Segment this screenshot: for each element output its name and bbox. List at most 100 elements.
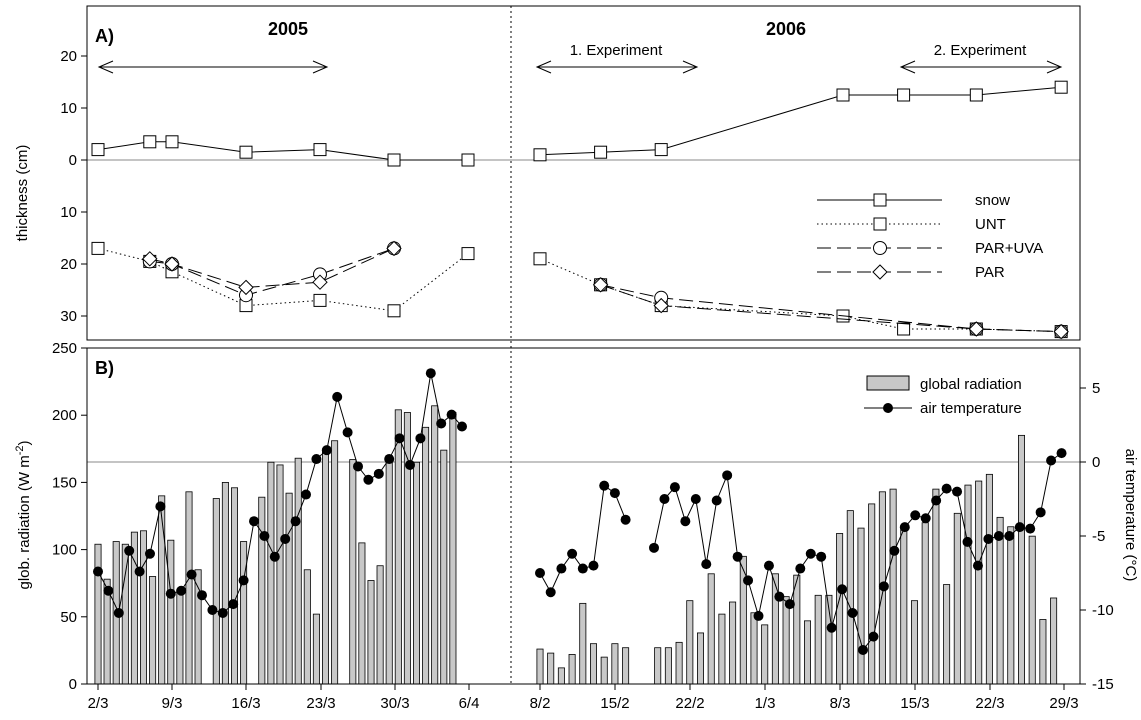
temperature-2006-mar-point bbox=[899, 522, 910, 533]
temperature-2005-point bbox=[186, 569, 197, 580]
temperature-2006-mar-point bbox=[743, 575, 754, 586]
series-snow-seg2005-point bbox=[313, 143, 327, 157]
temperature-2005-point bbox=[446, 409, 457, 420]
year-2005-label: 2005 bbox=[268, 19, 308, 39]
panel-b-ylabel-sup: -2 bbox=[14, 446, 26, 456]
series-snow-seg2005-point bbox=[143, 135, 157, 149]
temperature-2005-point bbox=[342, 427, 353, 438]
panel-a-ytick-label: 10 bbox=[60, 100, 77, 117]
series-snow-seg2006-point bbox=[969, 88, 983, 102]
series-unt-seg2005-point bbox=[461, 247, 475, 261]
series-snow-seg2006-point bbox=[594, 145, 608, 159]
temperature-2006-mar-point bbox=[795, 563, 806, 574]
radiation-bar-2005 bbox=[130, 531, 138, 685]
temperature-2006-mar-line bbox=[653, 452, 1062, 652]
radiation-bar-2006 bbox=[921, 522, 929, 685]
radiation-bar-2006 bbox=[996, 516, 1004, 685]
temperature-2005-point bbox=[290, 516, 301, 527]
panel-b-ytick-label: 100 bbox=[52, 542, 77, 559]
temperature-2005-point bbox=[228, 599, 239, 610]
legend-snow-marker bbox=[873, 193, 887, 207]
temperature-2005-point bbox=[373, 468, 384, 479]
temperature-2006-mar-point bbox=[847, 607, 858, 618]
series-snow-seg2005-point bbox=[165, 135, 179, 149]
legend-snow-label: snow bbox=[975, 192, 1010, 209]
temperature-2006-mar-point bbox=[711, 495, 722, 506]
series-par-seg2006-point bbox=[592, 277, 609, 293]
temperature-2006-feb-point bbox=[567, 548, 578, 559]
radiation-bar-2006 bbox=[654, 647, 662, 685]
xtick-label-2005: 6/4 bbox=[459, 695, 480, 712]
temperature-2006-feb-point bbox=[556, 563, 567, 574]
radiation-bar-2005 bbox=[294, 457, 302, 685]
series-snow-seg2006-point bbox=[1054, 80, 1068, 94]
radiation-bar-2005 bbox=[240, 541, 248, 685]
radiation-bar-2006 bbox=[697, 632, 705, 685]
legend-global-radiation-swatch bbox=[866, 375, 910, 391]
panel-b-label: B) bbox=[95, 358, 114, 378]
temperature-2006-mar-point bbox=[837, 584, 848, 595]
series-par-uva-seg2005-line bbox=[149, 247, 395, 296]
temperature-2005-point bbox=[197, 590, 207, 601]
temperature-2006-mar-point bbox=[732, 551, 743, 562]
legend-par-label: PAR bbox=[975, 264, 1005, 281]
temperature-2006-mar-point bbox=[878, 581, 889, 592]
temperature-2006-mar-point bbox=[690, 494, 701, 504]
radiation-bar-2005 bbox=[185, 491, 193, 685]
panel-a-ytick-label: 30 bbox=[60, 308, 77, 325]
series-snow-seg2006-line bbox=[539, 86, 1062, 156]
radiation-bar-2005 bbox=[149, 576, 157, 685]
xtick-label-2005: 30/3 bbox=[380, 695, 409, 712]
xtick-label-2005: 2/3 bbox=[88, 695, 109, 712]
radiation-bar-2005 bbox=[412, 461, 420, 685]
temperature-2006-mar-point bbox=[701, 559, 712, 570]
radiation-bar-2005 bbox=[230, 487, 238, 685]
temperature-2006-mar-point bbox=[659, 494, 670, 504]
temperature-2006-feb-point bbox=[620, 514, 631, 525]
temperature-2005-point bbox=[332, 391, 343, 402]
panel-a-ytick-label: 10 bbox=[60, 204, 77, 221]
temperature-2005-point bbox=[269, 551, 280, 562]
temperature-2005-point bbox=[259, 531, 270, 541]
temperature-2006-mar-point bbox=[972, 560, 983, 571]
temperature-2006-mar-point bbox=[826, 622, 837, 633]
radiation-bar-2006 bbox=[622, 647, 630, 685]
temperature-2005-point bbox=[436, 418, 447, 429]
xtick-label-2006: 8/3 bbox=[830, 695, 851, 712]
temperature-2006-feb-point bbox=[545, 587, 556, 598]
panel-b-frame bbox=[86, 347, 1081, 685]
radiation-bar-2006 bbox=[579, 602, 587, 685]
temperature-2006-mar-point bbox=[669, 482, 680, 493]
radiation-bar-2005 bbox=[422, 426, 430, 685]
radiation-bar-2006 bbox=[600, 656, 608, 685]
radiation-bar-2006 bbox=[846, 510, 854, 685]
xtick-label-2005: 9/3 bbox=[162, 695, 183, 712]
radiation-bar-2006 bbox=[729, 601, 737, 685]
temperature-2006-mar-point bbox=[962, 536, 973, 547]
experiment-1-arrow-head-right bbox=[682, 60, 699, 74]
panel-a-ytick-label: 20 bbox=[60, 256, 77, 273]
temperature-2005-point bbox=[321, 445, 332, 456]
temperature-2006-mar-point bbox=[910, 510, 921, 521]
series-par-seg2005-point bbox=[164, 256, 180, 272]
temperature-2006-mar-point bbox=[1035, 507, 1046, 518]
legend-unt-label: UNT bbox=[975, 216, 1006, 233]
xtick-label-2006: 15/2 bbox=[600, 695, 629, 712]
temperature-2006-mar-point bbox=[816, 551, 827, 562]
radiation-bar-2005 bbox=[385, 455, 393, 685]
panel-b-ytick-label: 200 bbox=[52, 407, 77, 424]
radiation-bar-2006 bbox=[675, 641, 683, 685]
temperature-2005-point bbox=[93, 566, 103, 577]
panel-b-ylabel-close: ) bbox=[16, 441, 33, 446]
radiation-bar-2006 bbox=[761, 624, 769, 685]
radiation-bar-2005 bbox=[267, 461, 275, 685]
radiation-bar-2006 bbox=[568, 654, 576, 685]
temperature-2006-mar-point bbox=[993, 531, 1004, 541]
experiment-1-label: 1. Experiment bbox=[570, 42, 663, 59]
temperature-2006-mar-point bbox=[1025, 523, 1036, 534]
radiation-bar-2005 bbox=[440, 449, 448, 685]
xtick-label-2006: 22/2 bbox=[675, 695, 704, 712]
series-snow-seg2006-point bbox=[897, 88, 911, 102]
radiation-bar-2006 bbox=[547, 652, 555, 685]
temperature-2005-point bbox=[363, 474, 374, 485]
